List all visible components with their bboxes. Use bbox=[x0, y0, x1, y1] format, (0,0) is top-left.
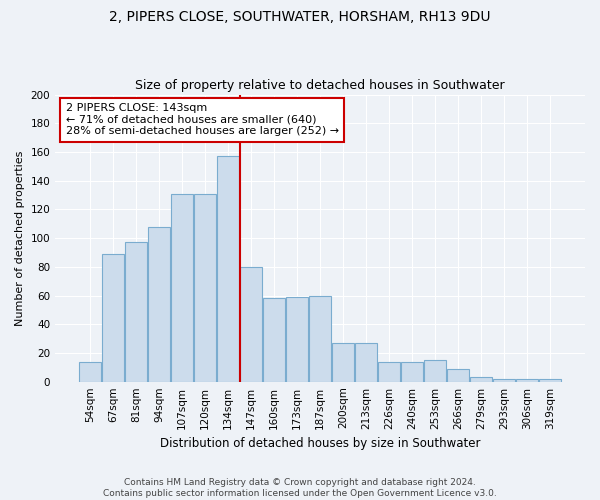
Bar bbox=[148, 226, 170, 382]
Text: 2 PIPERS CLOSE: 143sqm
← 71% of detached houses are smaller (640)
28% of semi-de: 2 PIPERS CLOSE: 143sqm ← 71% of detached… bbox=[66, 103, 339, 136]
Bar bbox=[286, 297, 308, 382]
Bar bbox=[171, 194, 193, 382]
Bar bbox=[125, 242, 147, 382]
Bar bbox=[401, 362, 423, 382]
Bar bbox=[332, 343, 354, 382]
Text: 2, PIPERS CLOSE, SOUTHWATER, HORSHAM, RH13 9DU: 2, PIPERS CLOSE, SOUTHWATER, HORSHAM, RH… bbox=[109, 10, 491, 24]
Bar bbox=[102, 254, 124, 382]
Bar bbox=[539, 379, 561, 382]
Bar bbox=[447, 369, 469, 382]
Bar bbox=[424, 360, 446, 382]
Bar bbox=[79, 362, 101, 382]
X-axis label: Distribution of detached houses by size in Southwater: Distribution of detached houses by size … bbox=[160, 437, 481, 450]
Bar bbox=[263, 298, 285, 382]
Bar bbox=[217, 156, 239, 382]
Bar bbox=[378, 362, 400, 382]
Y-axis label: Number of detached properties: Number of detached properties bbox=[15, 150, 25, 326]
Bar bbox=[194, 194, 216, 382]
Bar bbox=[240, 267, 262, 382]
Bar bbox=[355, 343, 377, 382]
Bar bbox=[309, 296, 331, 382]
Text: Contains HM Land Registry data © Crown copyright and database right 2024.
Contai: Contains HM Land Registry data © Crown c… bbox=[103, 478, 497, 498]
Title: Size of property relative to detached houses in Southwater: Size of property relative to detached ho… bbox=[135, 79, 505, 92]
Bar bbox=[516, 379, 538, 382]
Bar bbox=[493, 379, 515, 382]
Bar bbox=[470, 378, 492, 382]
